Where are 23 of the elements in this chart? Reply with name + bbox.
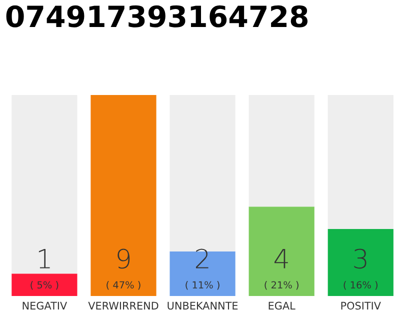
annotation: ( 47% ) — [106, 281, 140, 290]
data-label: 4 — [274, 249, 288, 268]
bar — [248, 95, 314, 207]
annotation: ( 5% ) — [30, 281, 58, 290]
data-label: 2 — [196, 248, 208, 268]
bar — [12, 95, 78, 274]
bar — [328, 95, 394, 230]
data-label: 9 — [118, 248, 130, 269]
bar — [12, 274, 78, 296]
bar — [328, 229, 394, 296]
x-tick-label: EGAL — [268, 302, 296, 310]
annotation: ( 16% ) — [344, 281, 378, 290]
bar — [90, 95, 156, 296]
x-tick-label: VERWIRREND — [88, 302, 158, 310]
x-tick-label: NEGATIV — [22, 302, 68, 310]
x-tick-label: POSITIV — [341, 302, 381, 310]
annotation: ( 21% ) — [264, 281, 298, 290]
bar — [248, 206, 314, 296]
data-label: 1 — [38, 249, 50, 268]
x-tick-label: UNBEKANNTE — [168, 302, 238, 310]
annotation: ( 11% ) — [186, 281, 220, 290]
data-label: 3 — [354, 248, 366, 269]
chart-title: 074917393164728 — [6, 5, 308, 28]
